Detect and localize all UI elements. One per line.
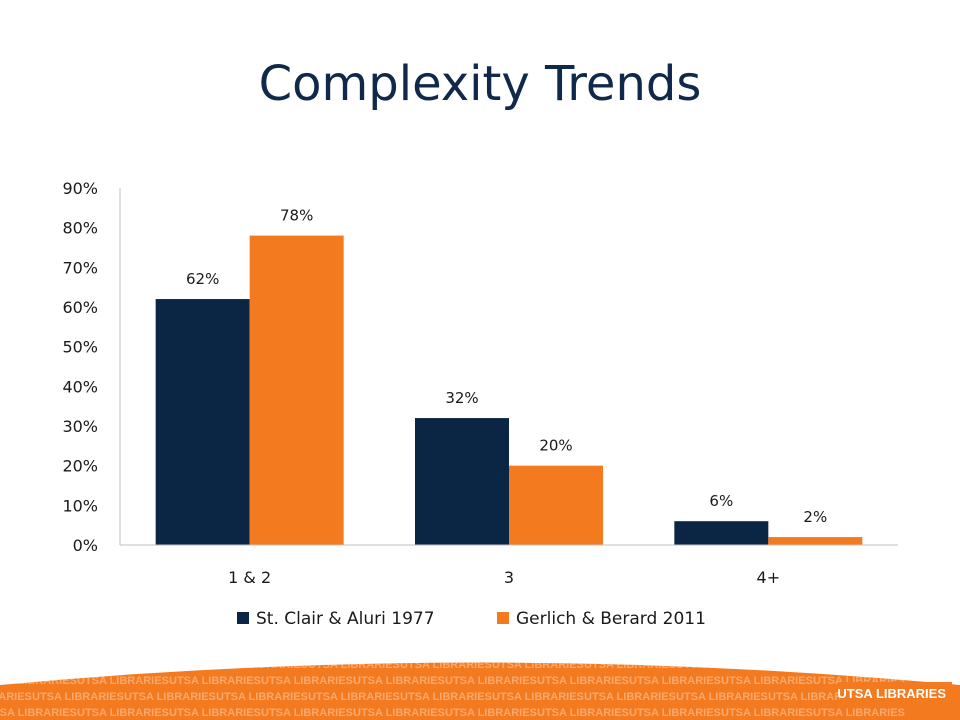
- bar: [249, 235, 344, 545]
- y-tick-label: 50%: [62, 338, 98, 357]
- watermark-text: UTSA LIBRARIES: [77, 707, 169, 719]
- legend-label: Gerlich & Berard 2011: [516, 609, 706, 629]
- watermark-text: UTSA LIBRARIES: [169, 707, 261, 719]
- y-tick-label: 0%: [73, 536, 98, 555]
- y-tick-label: 80%: [62, 219, 98, 238]
- watermark-text: UTSA LIBRARIES: [584, 691, 676, 703]
- watermark-text: UTSA LIBRARIES: [124, 691, 216, 703]
- data-label: 32%: [445, 389, 478, 407]
- y-tick-label: 30%: [62, 417, 98, 436]
- watermark-text: UTSA LIBRARIES: [768, 659, 860, 671]
- y-tick-label: 90%: [62, 179, 98, 198]
- watermark-text: UTSA LIBRARIES: [629, 675, 721, 687]
- watermark-text: UTSA LIBRARIES: [537, 707, 629, 719]
- watermark-text: UTSA LIBRARIES: [124, 659, 216, 671]
- bar: [415, 418, 509, 545]
- slide-title: Complexity Trends: [258, 56, 702, 112]
- y-tick-label: 20%: [62, 457, 98, 476]
- bar: [155, 299, 250, 545]
- watermark-text: UTSA LIBRARIES: [629, 707, 721, 719]
- watermark-text: UTSA LIBRARIES: [445, 707, 537, 719]
- bars: 62% 78% 32% 20% 6% 2%: [155, 207, 863, 545]
- watermark-text: UTSA LIBRARIES: [400, 659, 492, 671]
- watermark-text: UTSA LIBRARIES: [0, 675, 77, 687]
- watermark-text: UTSA LIBRARIES: [445, 675, 537, 687]
- watermark-text: UTSA LIBRARIES: [492, 691, 584, 703]
- footer-orange-wave: [0, 662, 960, 720]
- y-tick-label: 70%: [62, 258, 98, 277]
- watermark-text: UTSA LIBRARIES: [721, 675, 813, 687]
- watermark-text: UTSA LIBRARIES: [676, 659, 768, 671]
- bar: [768, 537, 863, 545]
- watermark-text: UTSA LIBRARIES: [216, 659, 308, 671]
- x-tick-label: 4+: [757, 568, 781, 587]
- y-tick-label: 10%: [62, 496, 98, 515]
- watermark-text: UTSA LIBRARIES: [32, 691, 124, 703]
- watermark-text: UTSA LIBRARIES: [0, 659, 32, 671]
- utsa-libraries-logo: UTSA LIBRARIES: [837, 686, 946, 701]
- legend-label: St. Clair & Aluri 1977: [256, 609, 435, 629]
- watermark-text: UTSA LIBRARIES: [353, 707, 445, 719]
- watermark-text: UTSA LIBRARIES: [308, 659, 400, 671]
- footer-logo-backdrop: [840, 682, 952, 704]
- legend-swatch: [237, 612, 249, 624]
- legend: St. Clair & Aluri 1977 Gerlich & Berard 2…: [237, 609, 706, 629]
- watermark-text: UTSA LIBRARIES: [676, 691, 768, 703]
- watermark-text: UTSA LIBRARIES: [584, 659, 676, 671]
- legend-swatch: [497, 612, 509, 624]
- y-axis: 0% 10% 20% 30% 40% 50% 60% 70% 80% 90%: [62, 179, 121, 555]
- data-label: 2%: [803, 508, 827, 526]
- y-tick-label: 60%: [62, 298, 98, 317]
- watermark-text: UTSA LIBRARIES: [813, 707, 905, 719]
- data-label: 62%: [186, 270, 219, 288]
- watermark-text: UTSA LIBRARIES: [400, 691, 492, 703]
- watermark-text: UTSA LIBRARIES: [216, 691, 308, 703]
- watermark-text: UTSA LIBRARIES: [768, 691, 860, 703]
- watermark-text: UTSA LIBRARIES: [721, 707, 813, 719]
- watermark-text: UTSA LIBRARIES: [353, 675, 445, 687]
- watermark-text: UTSA LIBRARIES: [537, 675, 629, 687]
- x-axis: 1 & 2 3 4+: [120, 544, 898, 587]
- watermark-text: UTSA LIBRARIES: [0, 691, 32, 703]
- watermark-text: UTSA LIBRARIES: [0, 707, 77, 719]
- bar: [509, 465, 603, 545]
- data-label: 78%: [280, 207, 313, 225]
- watermark-text: UTSA LIBRARIES: [261, 675, 353, 687]
- watermark-text: UTSA LIBRARIES: [261, 707, 353, 719]
- y-tick-label: 40%: [62, 377, 98, 396]
- watermark-text: UTSA LIBRARIES: [32, 659, 124, 671]
- x-tick-label: 1 & 2: [228, 568, 271, 587]
- data-label: 6%: [709, 492, 733, 510]
- x-tick-label: 3: [504, 568, 514, 587]
- data-label: 20%: [539, 437, 572, 455]
- watermark-text: UTSA LIBRARIES: [169, 675, 261, 687]
- watermark-text: UTSA LIBRARIES: [308, 691, 400, 703]
- bar: [674, 521, 769, 545]
- watermark-text: UTSA LIBRARIES: [77, 675, 169, 687]
- watermark-text: UTSA LIBRARIES: [492, 659, 584, 671]
